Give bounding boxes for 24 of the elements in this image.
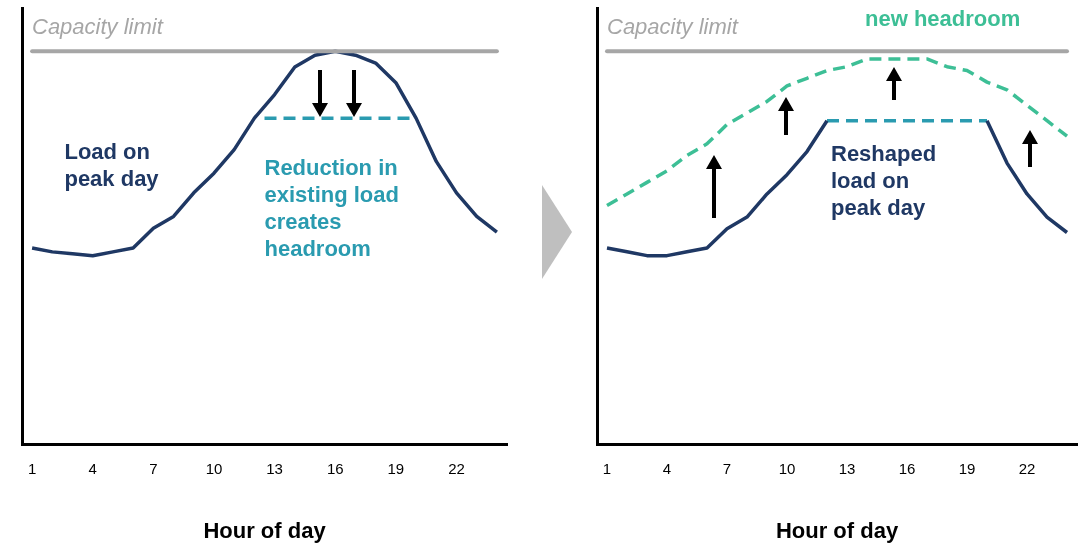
x-tick-label: 19 [387, 459, 405, 477]
x-tick-label: 1 [602, 459, 612, 477]
x-tick-label: 7 [722, 459, 732, 477]
series-label: new headroom [865, 5, 1021, 31]
series-label: Load on peak day [64, 138, 160, 191]
x-tick-label: 16 [898, 459, 916, 477]
x-tick-label: 22 [1018, 459, 1036, 477]
x-tick-label: 7 [149, 459, 158, 477]
ref-line-label: Capacity limit [32, 14, 164, 40]
x-tick-label: 22 [448, 459, 465, 477]
x-tick-label: 1 [27, 459, 37, 477]
series-label: Reshaped load on peak day [831, 140, 937, 220]
series-label: Reduction in existing load creates headroom [264, 154, 399, 261]
x-tick-label: 4 [88, 459, 97, 477]
x-axis-title: Hour of day [775, 517, 899, 543]
x-tick-label: 4 [662, 459, 672, 477]
x-axis-title: Hour of day [203, 517, 327, 543]
x-tick-label: 16 [326, 459, 344, 477]
x-tick-label: 10 [778, 459, 796, 477]
x-tick-label: 13 [838, 459, 856, 477]
x-tick-label: 10 [205, 459, 223, 477]
ref-line-label: Capacity limit [607, 14, 739, 40]
x-tick-label: 19 [958, 459, 976, 477]
x-tick-label: 13 [266, 459, 283, 477]
